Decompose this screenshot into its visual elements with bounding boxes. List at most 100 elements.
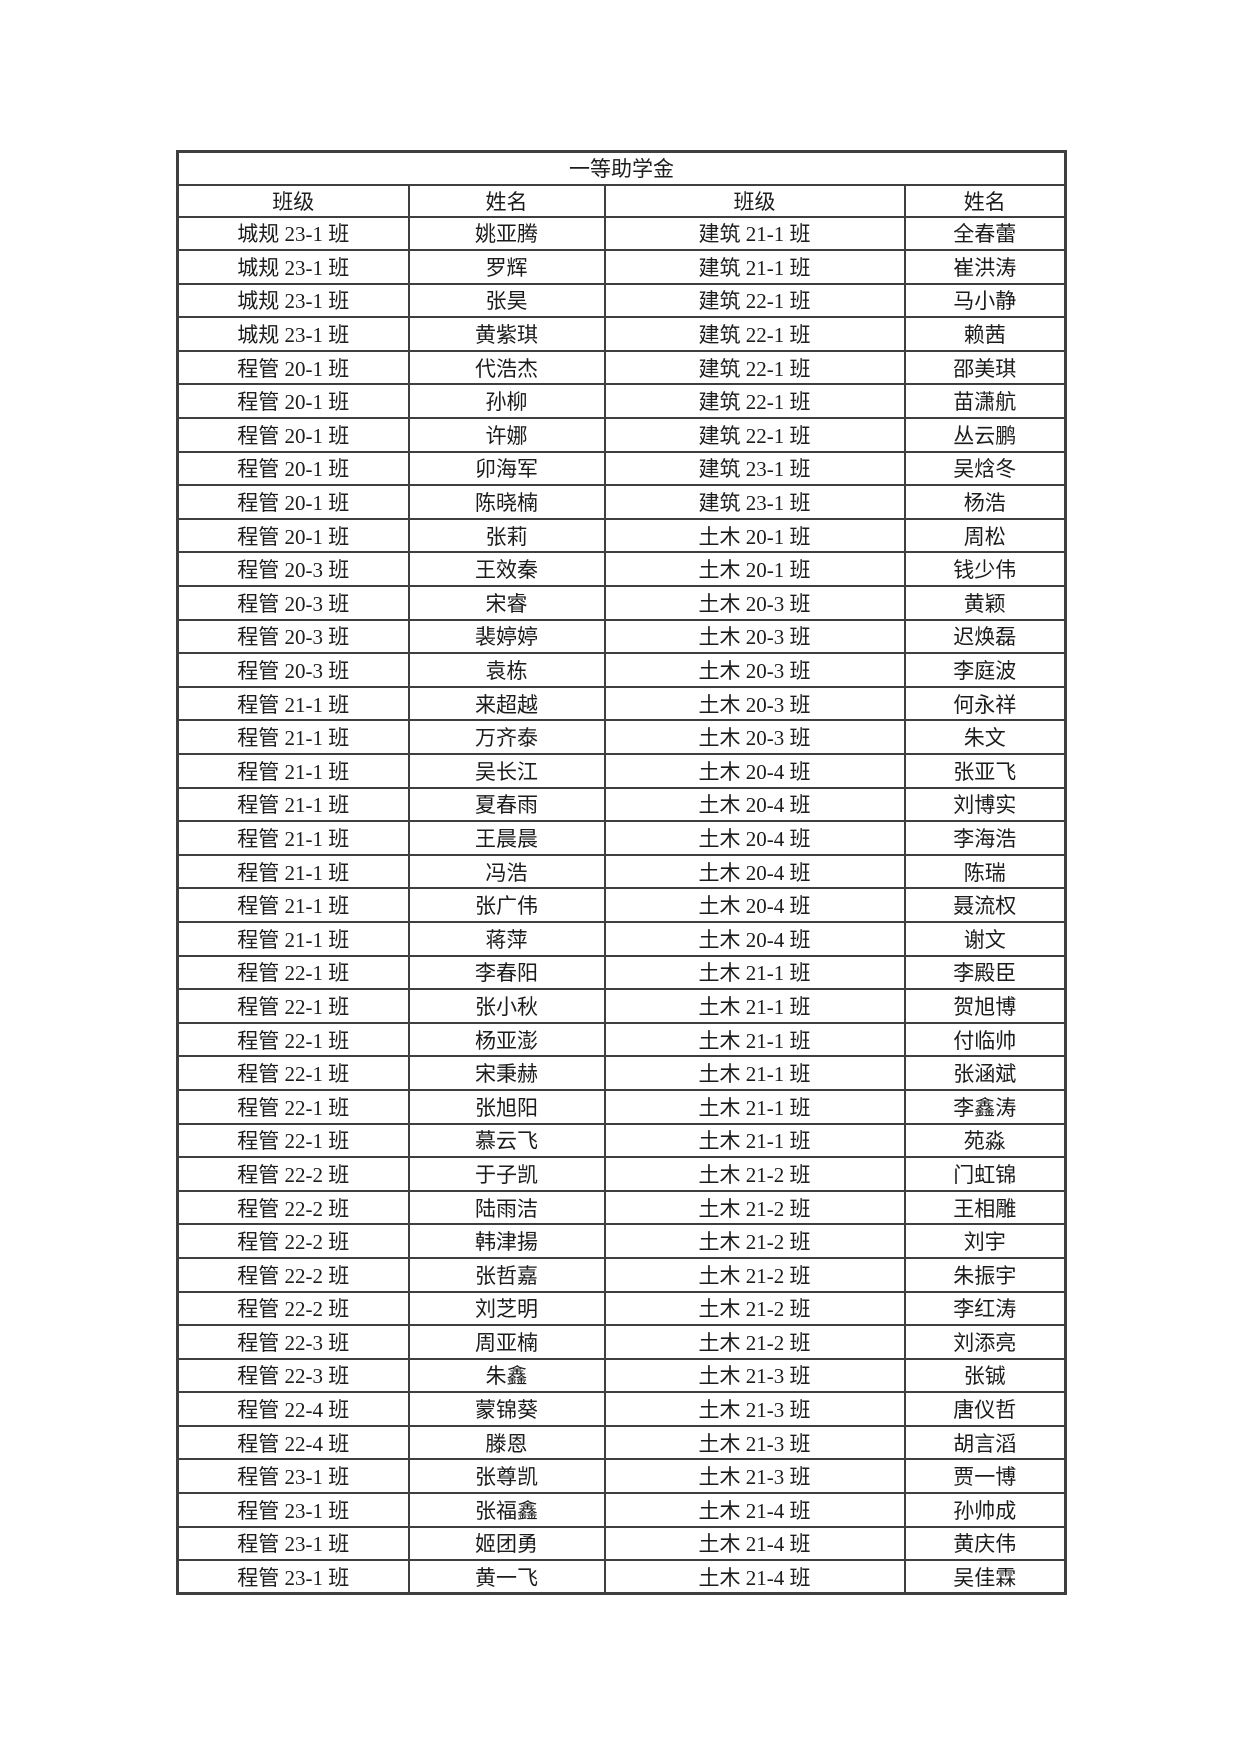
name-cell: 慕云飞 bbox=[407, 1122, 606, 1159]
table-row: 程管 20-1 班张莉 土木 20-1 班周松 bbox=[176, 517, 1067, 554]
class-cell: 程管 21-1 班 bbox=[176, 820, 410, 856]
table-row: 程管 20-1 班代浩杰 建筑 22-1 班邵美琪 bbox=[176, 349, 1067, 386]
class-cell: 程管 22-2 班 bbox=[176, 1290, 410, 1327]
name-cell: 付临帅 bbox=[903, 1021, 1067, 1058]
class-cell: 土木 21-3 班 bbox=[603, 1424, 906, 1461]
class-cell: 土木 21-1 班 bbox=[603, 1055, 906, 1091]
name-cell: 蒙锦葵 bbox=[407, 1391, 606, 1427]
name-cell: 张尊凯 bbox=[407, 1458, 606, 1495]
class-cell: 建筑 22-1 班 bbox=[603, 349, 906, 386]
class-cell: 程管 22-1 班 bbox=[176, 1055, 410, 1091]
class-cell: 程管 21-1 班 bbox=[176, 685, 410, 722]
table-row: 程管 22-2 班于子凯 土木 21-2 班门虹锦 bbox=[176, 1156, 1067, 1192]
class-cell: 程管 22-1 班 bbox=[176, 1122, 410, 1159]
class-cell: 土木 21-4 班 bbox=[603, 1492, 906, 1528]
class-cell: 建筑 22-1 班 bbox=[603, 383, 906, 420]
class-cell: 程管 20-3 班 bbox=[176, 585, 410, 621]
name-cell: 刘芝明 bbox=[407, 1290, 606, 1327]
name-cell: 姚亚腾 bbox=[407, 215, 606, 252]
class-cell: 土木 21-4 班 bbox=[603, 1525, 906, 1562]
table-row: 程管 21-1 班夏春雨 土木 20-4 班刘博实 bbox=[176, 786, 1067, 823]
class-cell: 程管 23-1 班 bbox=[176, 1559, 410, 1595]
name-cell: 吴长江 bbox=[407, 753, 606, 789]
table-row: 程管 23-1 班黄一飞 土木 21-4 班吴佳霖 bbox=[176, 1559, 1067, 1595]
name-cell: 陈晓楠 bbox=[407, 484, 606, 520]
class-cell: 程管 20-1 班 bbox=[176, 383, 410, 420]
class-cell: 程管 20-1 班 bbox=[176, 417, 410, 453]
table-row: 程管 22-2 班刘芝明 土木 21-2 班李红涛 bbox=[176, 1290, 1067, 1327]
class-cell: 程管 20-1 班 bbox=[176, 484, 410, 520]
class-cell: 土木 21-1 班 bbox=[603, 954, 906, 991]
name-cell: 万齐泰 bbox=[407, 719, 606, 755]
table-row: 程管 21-1 班蒋萍 土木 20-4 班谢文 bbox=[176, 920, 1067, 957]
class-cell: 程管 21-1 班 bbox=[176, 887, 410, 923]
name-cell: 门虹锦 bbox=[903, 1156, 1067, 1192]
table-row: 程管 22-1 班张小秋 土木 21-1 班贺旭博 bbox=[176, 988, 1067, 1024]
table-row: 程管 20-3 班王效秦 土木 20-1 班钱少伟 bbox=[176, 551, 1067, 588]
table-body: 城规 23-1 班姚亚腾 建筑 21-1 班全春蕾 城规 23-1 班罗辉 建筑 21… bbox=[176, 215, 1067, 1595]
class-cell: 土木 20-4 班 bbox=[603, 920, 906, 957]
name-cell: 来超越 bbox=[407, 685, 606, 722]
name-cell: 李殿臣 bbox=[903, 954, 1067, 991]
class-cell: 土木 21-1 班 bbox=[603, 988, 906, 1024]
name-cell: 滕恩 bbox=[407, 1424, 606, 1461]
table-title-row: 一等助学金 bbox=[176, 150, 1067, 186]
class-cell: 城规 23-1 班 bbox=[176, 316, 410, 352]
table-row: 程管 20-3 班裴婷婷 土木 20-3 班迟焕磊 bbox=[176, 618, 1067, 655]
name-cell: 苗潇航 bbox=[903, 383, 1067, 420]
class-cell: 程管 23-1 班 bbox=[176, 1458, 410, 1495]
table-row: 程管 22-4 班滕恩 土木 21-3 班胡言滔 bbox=[176, 1424, 1067, 1461]
table-row: 程管 21-1 班万齐泰 土木 20-3 班朱文 bbox=[176, 719, 1067, 755]
name-cell: 王效秦 bbox=[407, 551, 606, 588]
table-row: 程管 22-1 班杨亚澎 土木 21-1 班付临帅 bbox=[176, 1021, 1067, 1058]
table-row: 城规 23-1 班姚亚腾 建筑 21-1 班全春蕾 bbox=[176, 215, 1067, 252]
class-cell: 土木 21-2 班 bbox=[603, 1189, 906, 1226]
name-cell: 蒋萍 bbox=[407, 920, 606, 957]
name-cell: 杨亚澎 bbox=[407, 1021, 606, 1058]
name-cell: 袁栋 bbox=[407, 652, 606, 688]
class-cell: 程管 22-1 班 bbox=[176, 988, 410, 1024]
table-row: 程管 23-1 班张福鑫 土木 21-4 班孙帅成 bbox=[176, 1492, 1067, 1528]
name-cell: 唐仪哲 bbox=[903, 1391, 1067, 1427]
name-cell: 黄庆伟 bbox=[903, 1525, 1067, 1562]
name-cell: 夏春雨 bbox=[407, 786, 606, 823]
class-cell: 程管 23-1 班 bbox=[176, 1492, 410, 1528]
class-cell: 土木 21-3 班 bbox=[603, 1458, 906, 1495]
name-cell: 张福鑫 bbox=[407, 1492, 606, 1528]
name-cell: 丛云鹏 bbox=[903, 417, 1067, 453]
name-cell: 韩津揚 bbox=[407, 1223, 606, 1259]
class-cell: 建筑 22-1 班 bbox=[603, 316, 906, 352]
name-cell: 陈瑞 bbox=[903, 853, 1067, 890]
class-cell: 土木 20-4 班 bbox=[603, 887, 906, 923]
name-cell: 苑淼 bbox=[903, 1122, 1067, 1159]
class-cell: 土木 20-3 班 bbox=[603, 585, 906, 621]
name-cell: 宋秉赫 bbox=[407, 1055, 606, 1091]
class-cell: 土木 21-2 班 bbox=[603, 1223, 906, 1259]
name-cell: 张铖 bbox=[903, 1357, 1067, 1394]
class-cell: 土木 21-3 班 bbox=[603, 1357, 906, 1394]
class-cell: 程管 21-1 班 bbox=[176, 719, 410, 755]
name-cell: 迟焕磊 bbox=[903, 618, 1067, 655]
class-cell: 程管 22-1 班 bbox=[176, 1088, 410, 1125]
name-cell: 邵美琪 bbox=[903, 349, 1067, 386]
scholarship-table: 一等助学金 班级 姓名 班级 姓名 城规 23-1 班姚亚腾 建筑 21-1 班全… bbox=[176, 150, 1067, 1596]
table-row: 程管 22-1 班宋秉赫 土木 21-1 班张涵斌 bbox=[176, 1055, 1067, 1091]
class-cell: 建筑 23-1 班 bbox=[603, 450, 906, 487]
name-cell: 贾一博 bbox=[903, 1458, 1067, 1495]
class-cell: 城规 23-1 班 bbox=[176, 282, 410, 319]
name-cell: 黄一飞 bbox=[407, 1559, 606, 1595]
table-row: 程管 22-2 班陆雨洁 土木 21-2 班王相雕 bbox=[176, 1189, 1067, 1226]
name-cell: 张旭阳 bbox=[407, 1088, 606, 1125]
table-row: 程管 21-1 班王晨晨 土木 20-4 班李海浩 bbox=[176, 820, 1067, 856]
name-cell: 胡言滔 bbox=[903, 1424, 1067, 1461]
table-row: 程管 21-1 班来超越 土木 20-3 班何永祥 bbox=[176, 685, 1067, 722]
class-cell: 程管 22-3 班 bbox=[176, 1357, 410, 1394]
name-cell: 周亚楠 bbox=[407, 1324, 606, 1360]
name-cell: 刘博实 bbox=[903, 786, 1067, 823]
table-row: 程管 21-1 班吴长江 土木 20-4 班张亚飞 bbox=[176, 753, 1067, 789]
name-cell: 李庭波 bbox=[903, 652, 1067, 688]
class-cell: 程管 21-1 班 bbox=[176, 920, 410, 957]
name-cell: 王相雕 bbox=[903, 1189, 1067, 1226]
name-cell: 代浩杰 bbox=[407, 349, 606, 386]
name-cell: 许娜 bbox=[407, 417, 606, 453]
